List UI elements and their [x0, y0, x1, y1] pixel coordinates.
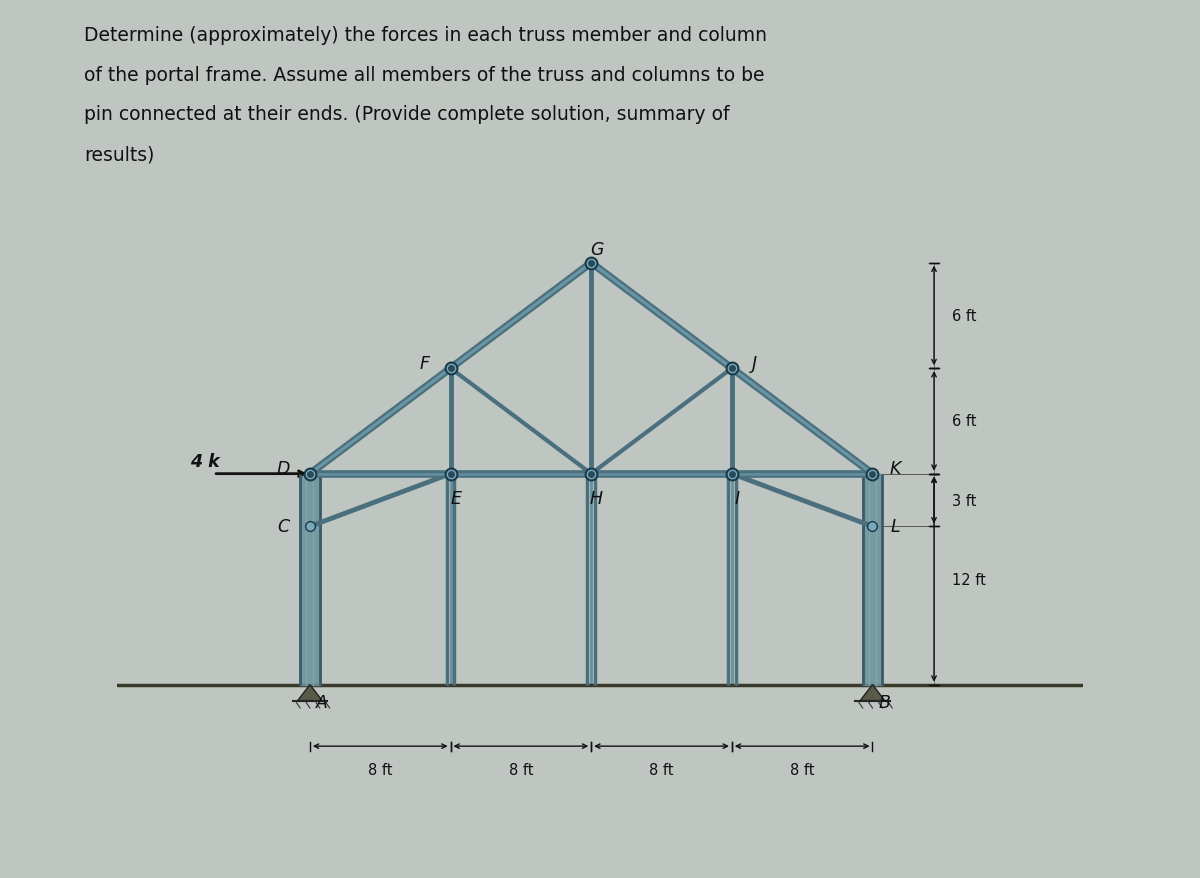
Text: 8 ft: 8 ft	[509, 761, 533, 777]
Text: K: K	[889, 460, 901, 478]
Text: 8 ft: 8 ft	[649, 761, 673, 777]
Text: of the portal frame. Assume all members of the truss and columns to be: of the portal frame. Assume all members …	[84, 66, 764, 85]
Text: Determine (approximately) the forces in each truss member and column: Determine (approximately) the forces in …	[84, 26, 767, 46]
Text: L: L	[890, 518, 900, 536]
Text: G: G	[589, 241, 604, 258]
Text: F: F	[419, 355, 430, 372]
Text: A: A	[317, 694, 328, 711]
Text: C: C	[277, 518, 289, 536]
Text: 12 ft: 12 ft	[952, 572, 985, 587]
Text: B: B	[878, 694, 890, 711]
Text: 6 ft: 6 ft	[952, 414, 976, 429]
Text: 3 ft: 3 ft	[952, 493, 976, 508]
Text: pin connected at their ends. (Provide complete solution, summary of: pin connected at their ends. (Provide co…	[84, 105, 730, 125]
Text: results): results)	[84, 145, 155, 164]
Text: 6 ft: 6 ft	[952, 308, 976, 324]
Text: I: I	[734, 490, 739, 507]
Text: H: H	[590, 490, 604, 507]
Text: 8 ft: 8 ft	[790, 761, 815, 777]
Text: D: D	[277, 460, 290, 478]
Text: E: E	[450, 490, 461, 507]
Text: 4 k: 4 k	[190, 453, 220, 471]
Polygon shape	[860, 685, 884, 701]
Polygon shape	[298, 685, 323, 701]
Text: 8 ft: 8 ft	[368, 761, 392, 777]
Text: J: J	[752, 355, 757, 372]
